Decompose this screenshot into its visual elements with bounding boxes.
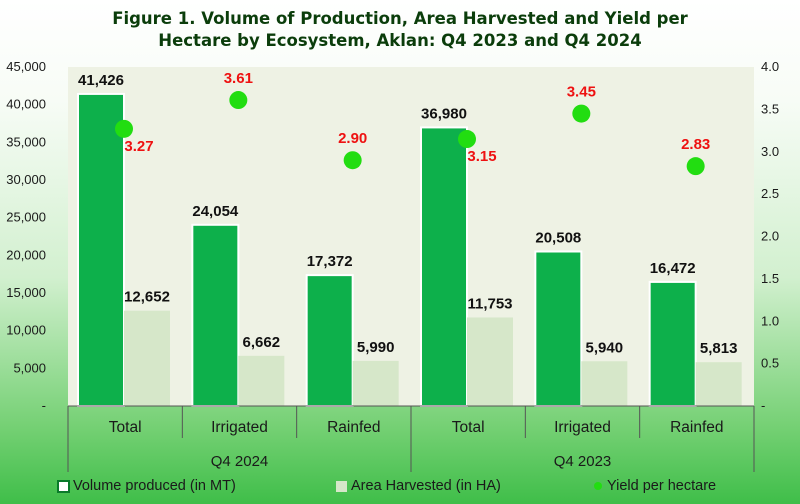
point-yield	[115, 119, 133, 138]
data-label-area: 11,753	[467, 295, 512, 312]
y-right-tick-label: 4.0	[761, 59, 779, 74]
y-left-tick-label: 10,000	[6, 323, 46, 338]
chart-title: Figure 1. Volume of Production, Area Har…	[0, 8, 800, 52]
y-right-tick-label: -	[761, 398, 765, 413]
y-right-tick-label: 0.5	[761, 356, 779, 371]
data-label-area: 12,652	[124, 289, 170, 306]
y-right-tick-label: 1.5	[761, 271, 779, 286]
data-label-yield: 3.15	[467, 148, 496, 165]
y-right-tick-label: 1.0	[761, 313, 779, 328]
x-tick-label: Rainfed	[327, 419, 380, 436]
bar-area	[695, 362, 742, 406]
data-label-volume: 20,508	[535, 230, 581, 247]
legend-swatch-volume	[57, 479, 70, 493]
legend-label-area: Area Harvested (in HA)	[351, 478, 501, 494]
data-label-volume: 16,472	[650, 260, 696, 277]
y-right-tick-label: 2.5	[761, 186, 779, 201]
y-left-tick-label: 35,000	[6, 134, 46, 149]
data-label-yield: 3.45	[567, 84, 596, 101]
data-label-volume: 24,054	[192, 203, 239, 220]
bar-volume	[77, 92, 125, 407]
data-label-volume: 17,372	[307, 253, 353, 270]
data-label-area: 6,662	[243, 334, 281, 351]
point-yield	[686, 157, 705, 176]
bar-area	[238, 355, 285, 406]
legend-item-volume: Volume produced (in MT)	[57, 478, 236, 494]
x-group-label: Q4 2024	[211, 453, 269, 470]
y-left-tick-label: -	[42, 398, 46, 413]
x-tick-label: Total	[452, 419, 485, 436]
data-label-volume: 36,980	[421, 105, 467, 122]
bar-area	[124, 310, 170, 406]
x-tick-label: Irrigated	[554, 419, 611, 436]
y-left-tick-label: 45,000	[6, 59, 46, 74]
data-label-yield: 3.27	[124, 138, 153, 155]
chart-legend: Volume produced (in MT) Area Harvested (…	[0, 478, 800, 498]
y-right-tick-label: 3.5	[761, 101, 779, 116]
point-yield	[572, 104, 591, 123]
chart-title-line-2: Hectare by Ecosystem, Aklan: Q4 2023 and…	[158, 31, 642, 50]
y-left-tick-label: 5,000	[13, 360, 46, 375]
legend-label-yield: Yield per hectare	[607, 478, 717, 494]
data-label-area: 5,940	[586, 339, 624, 356]
x-group-label: Q4 2023	[554, 453, 612, 470]
data-label-volume: 41,426	[78, 72, 124, 89]
bar-volume	[420, 126, 468, 408]
legend-swatch-yield	[594, 482, 602, 490]
legend-item-area: Area Harvested (in HA)	[336, 478, 501, 494]
y-left-tick-label: 20,000	[6, 247, 46, 262]
bar-area	[467, 317, 513, 406]
point-yield	[458, 130, 476, 149]
y-left-tick-label: 30,000	[6, 172, 46, 187]
bar-area	[352, 360, 399, 406]
bar-volume	[648, 280, 697, 407]
legend-item-yield: Yield per hectare	[594, 478, 716, 494]
y-left-tick-label: 15,000	[6, 285, 46, 300]
data-label-yield: 2.83	[681, 136, 710, 153]
x-tick-label: Irrigated	[211, 419, 268, 436]
point-yield	[229, 91, 248, 110]
x-tick-label: Total	[109, 419, 142, 436]
bar-volume	[305, 274, 354, 407]
legend-swatch-area	[336, 480, 347, 492]
bar-area	[581, 361, 628, 406]
bar-volume	[534, 250, 583, 407]
data-label-area: 5,990	[357, 339, 395, 356]
y-right-tick-label: 3.0	[761, 144, 779, 159]
bar-volume	[191, 223, 240, 407]
y-left-tick-label: 40,000	[6, 97, 46, 112]
y-left-tick-label: 25,000	[6, 210, 46, 225]
plot-area	[68, 67, 754, 406]
x-tick-label: Rainfed	[670, 419, 723, 436]
legend-label-volume: Volume produced (in MT)	[73, 478, 236, 494]
point-yield	[343, 151, 362, 170]
chart-title-line-1: Figure 1. Volume of Production, Area Har…	[112, 9, 688, 28]
data-label-yield: 3.61	[224, 70, 253, 87]
data-label-area: 5,813	[700, 340, 738, 357]
data-label-yield: 2.90	[338, 130, 367, 147]
y-right-tick-label: 2.0	[761, 229, 779, 244]
